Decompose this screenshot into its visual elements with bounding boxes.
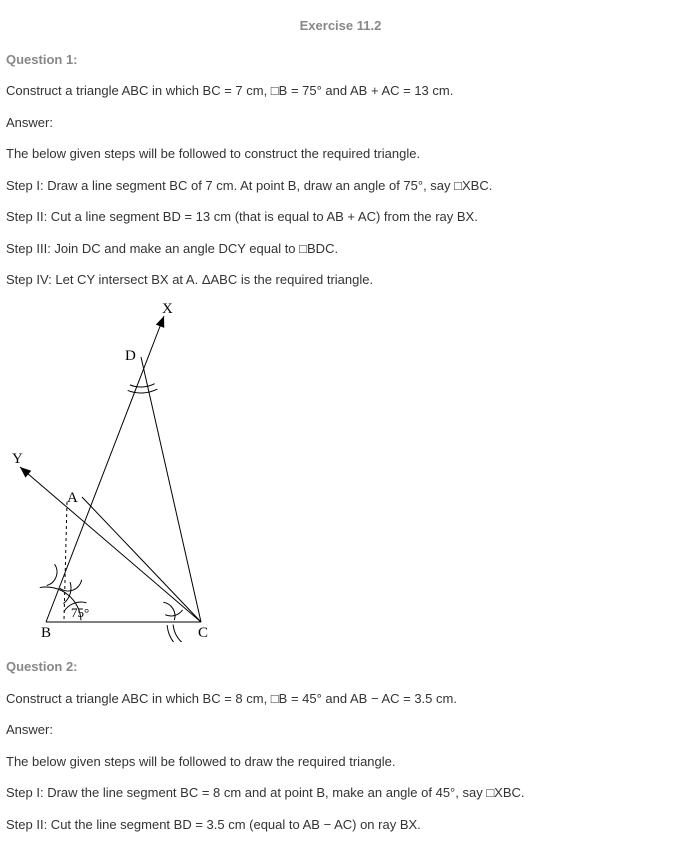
question-2-prompt: Construct a triangle ABC in which BC = 8… [6, 689, 675, 709]
question-1-step4: Step IV: Let CY intersect BX at A. ΔABC … [6, 270, 675, 290]
question-1-prompt: Construct a triangle ABC in which BC = 7… [6, 81, 675, 101]
question-2-intro: The below given steps will be followed t… [6, 752, 675, 772]
question-2-step2: Step II: Cut the line segment BD = 3.5 c… [6, 815, 675, 835]
svg-text:X: X [162, 302, 173, 317]
question-1-step1: Step I: Draw a line segment BC of 7 cm. … [6, 176, 675, 196]
svg-text:A: A [67, 490, 78, 506]
question-1-step3: Step III: Join DC and make an angle DCY … [6, 239, 675, 259]
exercise-title: Exercise 11.2 [6, 16, 675, 36]
svg-text:C: C [198, 625, 208, 641]
svg-text:Y: Y [12, 451, 23, 467]
question-1-answer-label: Answer: [6, 113, 675, 133]
question-1-intro: The below given steps will be followed t… [6, 144, 675, 164]
svg-text:D: D [125, 348, 136, 364]
svg-text:75°: 75° [71, 605, 89, 620]
question-1-label: Question 1: [6, 50, 675, 70]
question-2-step1: Step I: Draw the line segment BC = 8 cm … [6, 783, 675, 803]
question-1-step2: Step II: Cut a line segment BD = 13 cm (… [6, 207, 675, 227]
construction-diagram: B C A D X Y 75° [6, 302, 675, 648]
question-2-label: Question 2: [6, 657, 675, 677]
svg-text:B: B [41, 625, 51, 641]
question-2-answer-label: Answer: [6, 720, 675, 740]
